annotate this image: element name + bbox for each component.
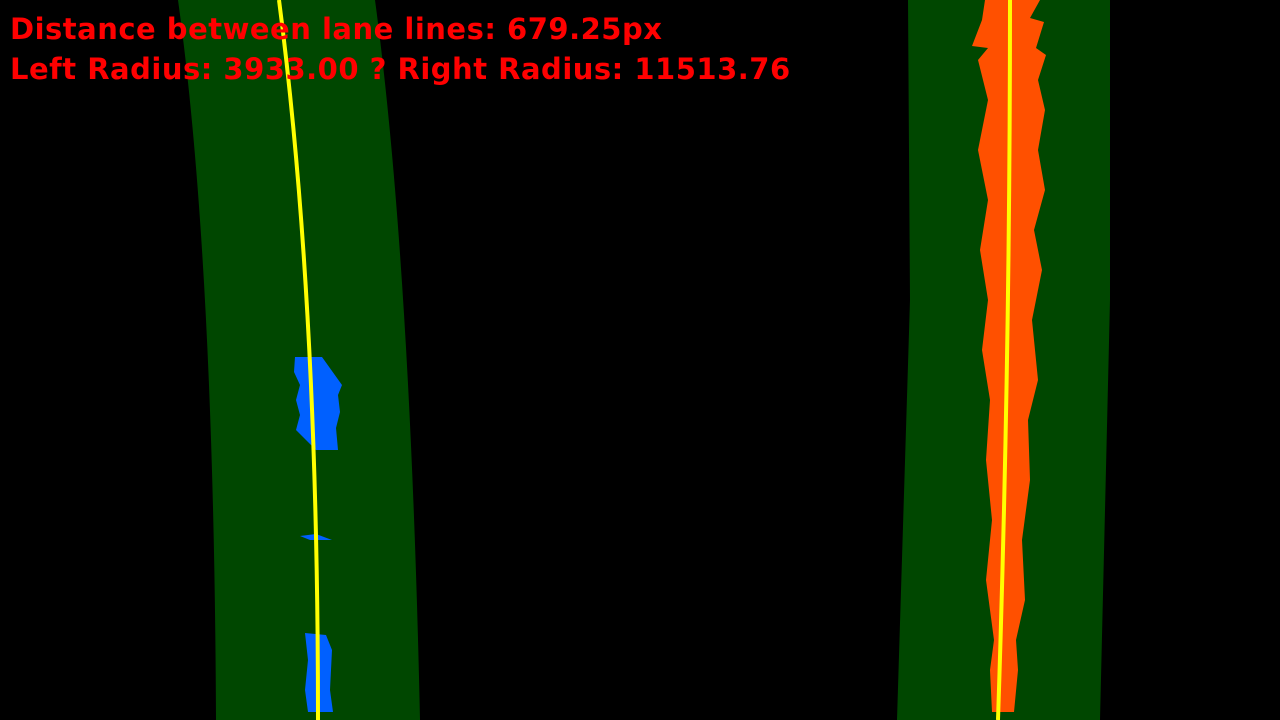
distance-readout: Distance between lane lines: 679.25px <box>10 12 663 46</box>
right-lane-fit-line <box>996 0 1012 720</box>
left-pixel-blob <box>294 357 342 450</box>
radius-readout: Left Radius: 3933.00 ? Right Radius: 115… <box>10 52 791 86</box>
left-lane-fit-line <box>277 0 320 720</box>
